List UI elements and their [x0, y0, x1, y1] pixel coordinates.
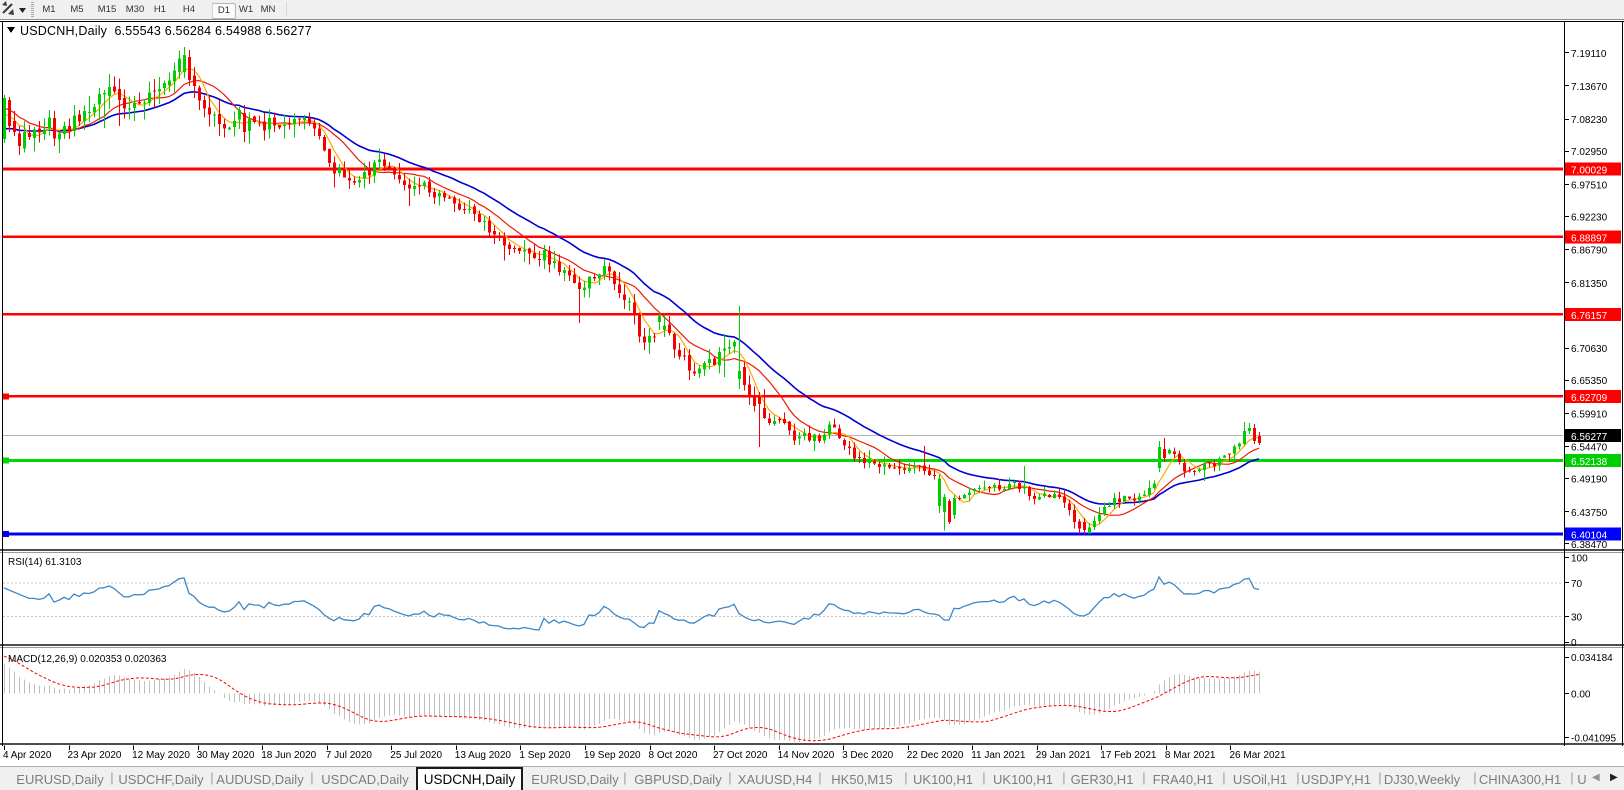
svg-text:6.92230: 6.92230	[1571, 213, 1608, 224]
svg-text:22 Dec 2020: 22 Dec 2020	[907, 750, 964, 761]
svg-text:6.76157: 6.76157	[1571, 311, 1608, 322]
svg-text:MACD(12,26,9) 0.020353 0.02036: MACD(12,26,9) 0.020353 0.020363	[8, 654, 167, 665]
svg-text:6.43750: 6.43750	[1571, 508, 1608, 519]
svg-text:11 Jan 2021: 11 Jan 2021	[971, 750, 1026, 761]
svg-text:7.08230: 7.08230	[1571, 115, 1608, 126]
svg-text:8 Oct 2020: 8 Oct 2020	[649, 750, 698, 761]
svg-text:6.70630: 6.70630	[1571, 344, 1608, 355]
svg-text:19 Sep 2020: 19 Sep 2020	[584, 750, 641, 761]
svg-text:6.49190: 6.49190	[1571, 475, 1608, 486]
svg-text:14 Nov 2020: 14 Nov 2020	[778, 750, 835, 761]
svg-text:30: 30	[1571, 613, 1583, 624]
svg-text:6.62709: 6.62709	[1571, 393, 1608, 404]
svg-text:6.40104: 6.40104	[1571, 531, 1608, 542]
svg-text:7.02950: 7.02950	[1571, 147, 1608, 158]
svg-text:100: 100	[1571, 554, 1588, 565]
svg-text:7.00029: 7.00029	[1571, 166, 1608, 177]
svg-text:0.034184: 0.034184	[1571, 653, 1613, 664]
svg-text:7.13670: 7.13670	[1571, 82, 1608, 93]
svg-text:6.56277: 6.56277	[1571, 432, 1608, 443]
svg-text:1 Sep 2020: 1 Sep 2020	[519, 750, 571, 761]
svg-text:7 Jul 2020: 7 Jul 2020	[326, 750, 373, 761]
svg-text:6.38470: 6.38470	[1571, 540, 1608, 551]
svg-text:6.81350: 6.81350	[1571, 279, 1608, 290]
svg-text:6.54470: 6.54470	[1571, 443, 1608, 454]
svg-text:25 Jul 2020: 25 Jul 2020	[390, 750, 442, 761]
svg-text:27 Oct 2020: 27 Oct 2020	[713, 750, 768, 761]
svg-text:6.86790: 6.86790	[1571, 246, 1608, 257]
svg-text:12 May 2020: 12 May 2020	[132, 750, 190, 761]
svg-text:7.19110: 7.19110	[1571, 49, 1607, 60]
svg-text:USDCNH,Daily 6.55543 6.56284: USDCNH,Daily 6.55543 6.56284 6.54988 6.5…	[20, 24, 312, 38]
svg-text:8 Mar 2021: 8 Mar 2021	[1165, 750, 1216, 761]
svg-text:0.00: 0.00	[1571, 690, 1591, 701]
svg-text:6.59910: 6.59910	[1571, 409, 1608, 420]
svg-text:6.88897: 6.88897	[1571, 233, 1608, 244]
svg-text:29 Jan 2021: 29 Jan 2021	[1036, 750, 1091, 761]
svg-text:13 Aug 2020: 13 Aug 2020	[455, 750, 512, 761]
svg-text:6.52138: 6.52138	[1571, 457, 1608, 468]
svg-text:RSI(14) 61.3103: RSI(14) 61.3103	[8, 557, 82, 568]
svg-text:6.65350: 6.65350	[1571, 376, 1608, 387]
svg-text:30 May 2020: 30 May 2020	[197, 750, 255, 761]
svg-text:17 Feb 2021: 17 Feb 2021	[1100, 750, 1157, 761]
svg-text:18 Jun 2020: 18 Jun 2020	[261, 750, 316, 761]
svg-text:70: 70	[1571, 579, 1583, 590]
svg-text:4 Apr 2020: 4 Apr 2020	[3, 750, 52, 761]
svg-text:-0.041095: -0.041095	[1571, 734, 1616, 745]
svg-text:6.97510: 6.97510	[1571, 180, 1608, 191]
svg-text:23 Apr 2020: 23 Apr 2020	[68, 750, 122, 761]
svg-text:26 Mar 2021: 26 Mar 2021	[1230, 750, 1287, 761]
svg-text:0: 0	[1571, 638, 1577, 649]
svg-text:3 Dec 2020: 3 Dec 2020	[842, 750, 894, 761]
